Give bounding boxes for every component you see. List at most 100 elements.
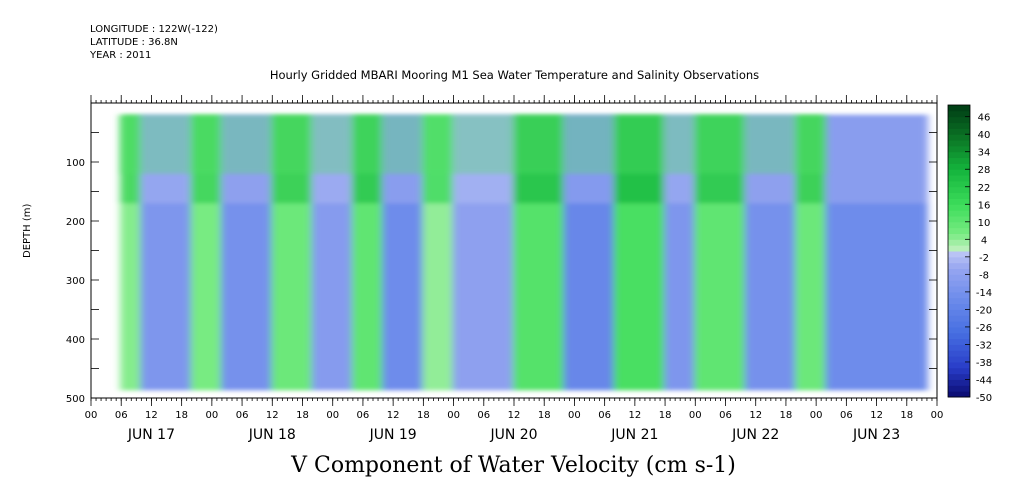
x-tick-label: 18 [417,410,430,421]
x-tick-label: 00 [568,410,581,421]
colorbar-segment [948,145,970,153]
colorbar-label: -44 [976,375,992,386]
colorbar-frame [947,104,971,398]
colorbar-label: -50 [976,393,992,404]
colorbar-segment [948,274,970,281]
colorbar-label: 10 [978,218,991,229]
date-label: JUN 23 [852,427,900,443]
x-tick-label: 00 [205,410,218,421]
colorbar-segment [948,233,970,240]
x-tick-label: 06 [840,410,853,421]
date-label: JUN 21 [610,427,658,443]
colorbar-segment [948,105,970,112]
colorbar-segment [948,122,970,129]
colorbar-segment [948,256,970,264]
x-tick-label: 12 [870,410,883,421]
date-label: JUN 18 [248,427,296,443]
colorbar-label: 4 [981,235,987,246]
x-tick-label: 18 [900,410,913,421]
colorbar-segment [948,215,970,223]
colorbar-segment [948,186,970,194]
x-tick-label: 00 [326,410,339,421]
colorbar-segment [948,280,970,287]
colorbar-segment [948,175,970,182]
colorbar-segment [948,245,970,252]
x-tick-label: 12 [145,410,158,421]
colorbar-segment [948,163,970,170]
colorbar-label: -8 [979,270,989,281]
colorbar-segment [948,227,970,234]
x-tick-label: 06 [357,410,370,421]
velocity-band-surface [825,114,928,204]
colorbar-segment [948,321,970,328]
date-label: JUN 20 [489,427,537,443]
colorbar-label: 46 [978,113,991,124]
x-tick-label: 06 [598,410,611,421]
x-tick-label: 12 [749,410,762,421]
colorbar-segment [948,344,970,351]
colorbar-segment [948,385,970,392]
colorbar-segment [948,140,970,147]
y-tick-label: 100 [66,158,85,169]
x-tick-label: 00 [689,410,702,421]
x-tick-label: 12 [266,410,279,421]
x-axis-title: V Component of Water Velocity (cm s-1) [291,453,736,478]
date-label: JUN 19 [369,427,417,443]
colorbar-segment [948,303,970,310]
x-tick-label: 00 [931,410,944,421]
colorbar-label: 40 [978,130,991,141]
y-tick-label: 500 [66,394,85,405]
colorbar-segment [948,128,970,135]
colorbar-segment [948,151,970,159]
colorbar-segment [948,297,970,305]
colorbar-segment [948,221,970,229]
colorbar-segment [948,180,970,188]
colorbar-segment [948,192,970,199]
y-tick-label: 300 [66,276,85,287]
colorbar-segment [948,262,970,270]
latitude-label: LATITUDE : 36.8N [90,37,178,48]
colorbar-segment [948,268,970,275]
x-tick-label: 00 [447,410,460,421]
colorbar-segment [948,251,970,258]
colorbar-label: 22 [978,183,991,194]
colorbar-segment [948,309,970,316]
colorbar-segment [948,379,970,386]
colorbar-label: -26 [976,323,992,334]
colorbar-segment [948,116,970,124]
x-tick-label: 18 [296,410,309,421]
x-tick-label: 06 [115,410,128,421]
colorbar-segment [948,367,970,375]
x-tick-label: 06 [236,410,249,421]
colorbar-segment [948,169,970,176]
colorbar-label: -14 [976,288,992,299]
colorbar-segment [948,373,970,380]
x-tick-label: 00 [85,410,98,421]
x-tick-label: 18 [659,410,672,421]
colorbar-segment [948,332,970,340]
x-tick-label: 18 [780,410,793,421]
longitude-label: LONGITUDE : 122W(-122) [90,24,218,35]
colorbar-label: -38 [976,358,992,369]
axes: 00 06 12 18 00 06 12 18 00 06 12 18 00 06 12 18 00 06 12 18… [66,95,943,443]
heatmap-field [120,114,928,391]
x-tick-label: 00 [810,410,823,421]
date-label: JUN 17 [127,427,175,443]
colorbar-label: -2 [979,253,989,264]
date-label: JUN 22 [731,427,779,443]
surface-layer [121,114,827,174]
x-tick-label: 06 [719,410,732,421]
colorbar-segment [948,391,970,398]
x-tick-label: 12 [508,410,521,421]
colorbar-segment [948,204,970,211]
colorbar-segment [948,361,970,369]
colorbar-segment [948,338,970,345]
y-tick-label: 400 [66,335,85,346]
y-tick-label: 200 [66,217,85,228]
colorbar-segment [948,286,970,293]
colorbar-segment [948,291,970,299]
x-tick-label: 12 [387,410,400,421]
colorbar-label: 28 [978,165,991,176]
x-tick-label: 18 [538,410,551,421]
